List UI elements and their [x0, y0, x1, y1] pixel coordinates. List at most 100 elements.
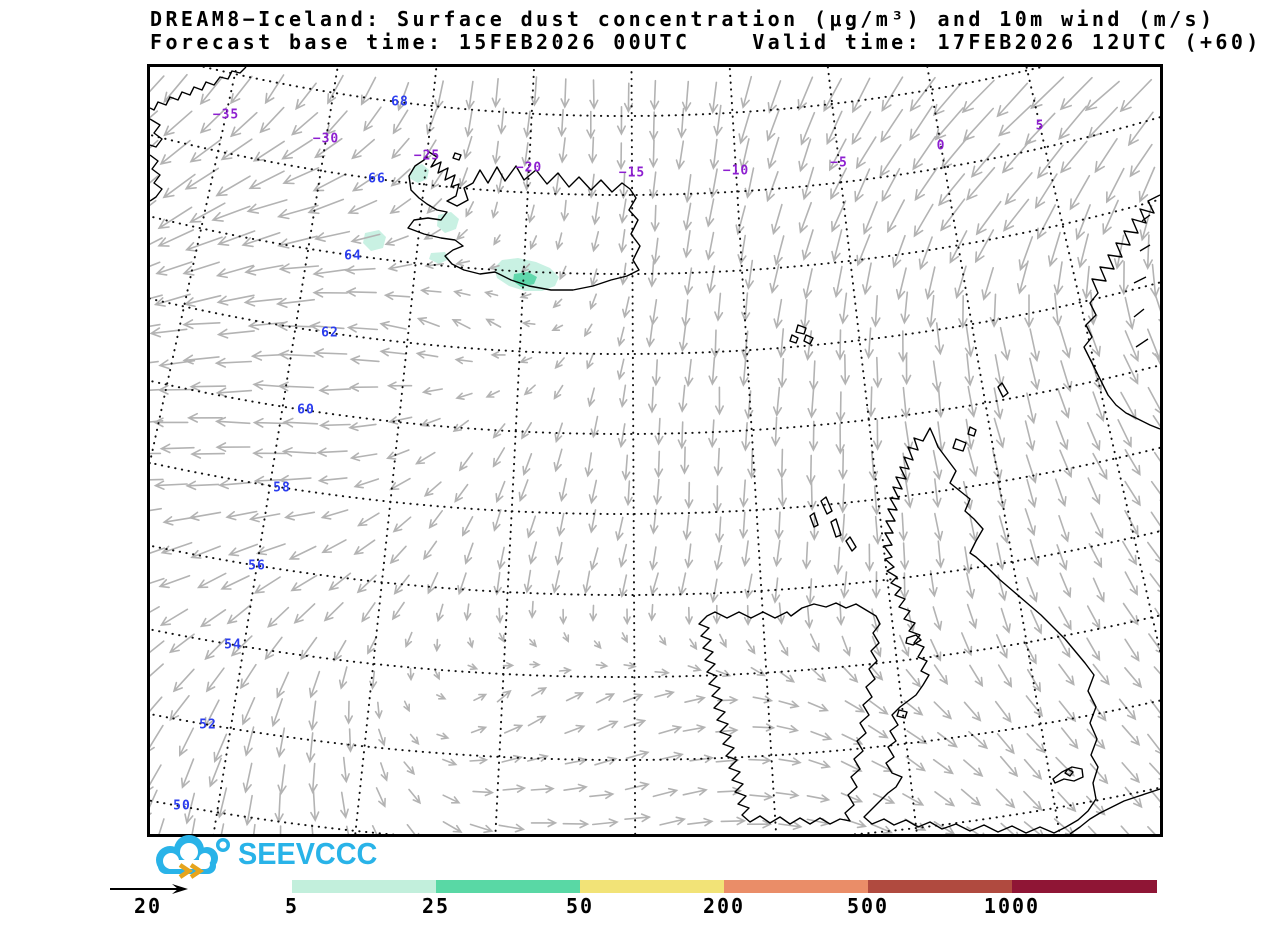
wind-arrow [739, 138, 750, 170]
wind-arrow [1129, 143, 1153, 178]
wind-arrow [800, 111, 816, 146]
wind-arrow [1087, 106, 1118, 140]
lon-label-−10: −10 [722, 163, 750, 179]
wind-arrow [259, 106, 285, 134]
wind-arrow [797, 76, 814, 111]
wind-arrow [392, 109, 409, 135]
wind-arrow [390, 168, 411, 187]
wind-arrow [291, 112, 319, 136]
wind-arrow [199, 107, 228, 134]
lat-label-54: 54 [224, 637, 242, 653]
wind-arrow [282, 167, 320, 185]
wind-arrow [162, 173, 196, 199]
wind-arrow [465, 80, 475, 111]
wind-arrow [738, 112, 751, 145]
lon-label-−15: −15 [618, 165, 646, 181]
wind-arrow [523, 110, 533, 139]
colorbar-tick-1000: 1000 [983, 894, 1041, 918]
lat-label-60: 60 [297, 402, 315, 418]
colorbar-tick-50: 50 [565, 894, 595, 918]
lat-label-66: 66 [368, 171, 386, 187]
wind-arrow [708, 81, 719, 114]
wind-arrow [464, 110, 474, 138]
lat-label-52: 52 [199, 717, 217, 733]
lon-label-0: 0 [936, 138, 946, 154]
lat-label-50: 50 [173, 798, 191, 814]
colorbar-tick-25: 25 [421, 894, 451, 918]
wind-arrow [851, 111, 872, 146]
wind-arrow [215, 175, 251, 197]
wind-arrow [881, 76, 904, 113]
wind-arrow [558, 137, 568, 164]
wind-arrow [463, 135, 473, 160]
wind-arrow [713, 104, 723, 137]
wind-arrow [492, 140, 501, 165]
wind-arrow [434, 80, 444, 111]
colorbar-segment-200 [724, 880, 868, 893]
lon-label-−30: −30 [312, 131, 340, 147]
wind-arrow [150, 139, 159, 149]
wind-arrow [998, 104, 1032, 137]
map-label-overlay: 68 66 64 62 60 58 56 54 52 50 −35 −30 −25 −20 −15 −10 −5… [150, 67, 1160, 834]
wind-arrow [229, 75, 253, 105]
wind-arrow [530, 76, 540, 107]
wind-arrow [912, 135, 937, 171]
wind-arrow [616, 142, 626, 171]
wind-arrow [281, 139, 313, 160]
seevccc-cloud-icon [156, 835, 230, 879]
wind-arrow [199, 76, 224, 105]
wind-arrow [264, 74, 285, 105]
wind-arrow [396, 82, 410, 112]
wind-arrow [1094, 138, 1118, 174]
colorbar-segment-500 [868, 880, 1012, 893]
wind-arrow [909, 105, 933, 142]
lon-label-−25: −25 [413, 148, 441, 164]
lon-label-−20: −20 [515, 160, 543, 176]
colorbar-segment-50 [580, 880, 724, 893]
wind-arrow [961, 79, 995, 114]
colorbar-tick-5: 5 [284, 894, 300, 918]
colorbar-segment-1000 [1012, 880, 1157, 893]
wind-arrow [798, 138, 812, 173]
lon-label-−5: −5 [830, 155, 848, 171]
wind-arrow [560, 78, 570, 109]
lat-label-64: 64 [344, 248, 362, 264]
wind-arrow [327, 74, 344, 105]
wind-arrow [150, 75, 165, 93]
wind-arrow [1024, 112, 1056, 146]
wind-arrow [1119, 78, 1153, 113]
wind-arrow [557, 108, 567, 138]
wind-arrow [163, 73, 188, 104]
wind-arrow [229, 111, 258, 138]
wind-arrow [189, 139, 222, 163]
wind-arrow [970, 143, 1001, 178]
wind-arrow [248, 170, 285, 190]
wind-arrow [312, 173, 346, 192]
lat-label-68: 68 [391, 94, 409, 110]
wind-arrow [295, 82, 317, 111]
wind-arrow [150, 175, 159, 184]
lat-label-62: 62 [321, 325, 339, 341]
dust-patch [429, 252, 449, 264]
wind-arrow [163, 110, 193, 137]
wind-arrow [909, 76, 936, 112]
wind-arrow [497, 107, 507, 135]
wind-arrow [1036, 144, 1064, 179]
wind-arrow [934, 107, 964, 141]
wind-arrow [184, 167, 219, 190]
wind-arrow [1084, 80, 1120, 112]
map-canvas [150, 67, 1160, 834]
wind-arrow [1060, 140, 1088, 174]
wind-arrow [1001, 139, 1032, 174]
wind-arrow [491, 78, 501, 109]
wind-arrow [521, 142, 531, 167]
wind-arrow [996, 82, 1029, 118]
wind-arrow [351, 173, 379, 192]
wind-arrow [1127, 111, 1154, 147]
wind-arrow [616, 106, 626, 136]
wind-arrow [855, 136, 877, 170]
wind-scale-value: 20 [133, 894, 163, 918]
wind-arrow [586, 110, 596, 140]
wind-arrow [962, 107, 994, 142]
wind-arrows [150, 73, 1160, 834]
